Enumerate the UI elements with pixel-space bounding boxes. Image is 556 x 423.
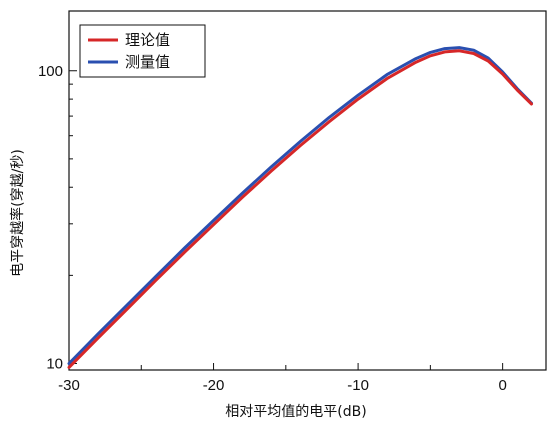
legend-label: 理论值 <box>125 31 170 49</box>
plot-area <box>68 10 547 371</box>
legend-label: 测量值 <box>125 53 170 71</box>
series-line <box>67 46 533 365</box>
x-tick-label: -10 <box>347 377 369 394</box>
y-axis: 10 100 <box>38 63 77 372</box>
x-axis-label: 相对平均值的电平(dB) <box>225 404 366 420</box>
x-tick-label: -20 <box>203 377 225 394</box>
series-layer <box>67 46 533 369</box>
plot-frame <box>68 10 547 371</box>
x-tick-label: -30 <box>58 377 80 394</box>
legend-box <box>79 24 206 78</box>
y-axis-label: 电平穿越率(穿越/秒) <box>9 149 26 277</box>
x-axis: -30 -20 -10 0 <box>58 363 507 394</box>
x-tick-label: 0 <box>498 377 506 394</box>
y-tick-label: 100 <box>38 63 63 80</box>
y-tick-label: 10 <box>46 355 63 372</box>
series-line <box>67 49 533 369</box>
